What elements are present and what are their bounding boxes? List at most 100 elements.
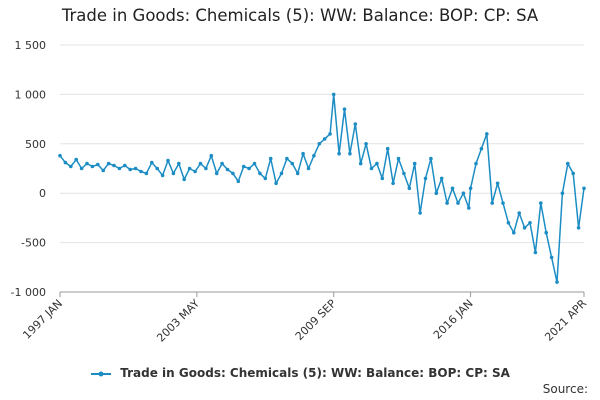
data-point[interactable]	[402, 171, 406, 176]
data-point[interactable]	[198, 161, 203, 166]
data-point[interactable]	[263, 176, 268, 181]
data-point[interactable]	[268, 156, 273, 161]
data-point[interactable]	[139, 169, 143, 174]
data-point[interactable]	[209, 153, 214, 158]
data-point[interactable]	[182, 177, 186, 182]
data-point[interactable]	[74, 157, 78, 162]
data-point[interactable]	[423, 176, 428, 181]
data-point[interactable]	[295, 171, 300, 176]
data-point[interactable]	[155, 166, 159, 171]
data-point[interactable]	[193, 169, 197, 174]
data-point[interactable]	[133, 166, 138, 171]
data-point[interactable]	[566, 161, 570, 166]
data-point[interactable]	[328, 132, 332, 136]
data-point[interactable]	[439, 176, 444, 181]
data-point[interactable]	[501, 201, 505, 205]
data-point[interactable]	[312, 153, 316, 158]
data-point[interactable]	[285, 156, 289, 161]
data-point[interactable]	[495, 181, 500, 186]
data-point[interactable]	[582, 186, 586, 191]
data-point[interactable]	[429, 156, 433, 161]
data-point[interactable]	[317, 142, 322, 146]
data-point[interactable]	[385, 146, 390, 151]
data-point[interactable]	[247, 166, 251, 171]
data-point[interactable]	[407, 186, 412, 191]
data-point[interactable]	[301, 151, 305, 156]
data-point[interactable]	[412, 161, 417, 166]
data-point[interactable]	[353, 122, 358, 126]
data-point[interactable]	[539, 201, 543, 205]
data-point[interactable]	[380, 176, 385, 181]
data-point[interactable]	[560, 191, 565, 195]
data-point[interactable]	[117, 166, 122, 171]
data-point[interactable]	[69, 164, 73, 169]
data-point[interactable]	[571, 171, 575, 176]
data-point[interactable]	[576, 226, 581, 230]
data-point[interactable]	[456, 201, 460, 205]
data-point[interactable]	[112, 163, 116, 168]
data-point[interactable]	[171, 171, 176, 176]
data-point[interactable]	[358, 161, 363, 166]
data-point[interactable]	[331, 92, 336, 97]
data-point[interactable]	[391, 181, 395, 186]
data-point[interactable]	[434, 191, 439, 195]
data-point[interactable]	[348, 151, 352, 156]
data-point[interactable]	[468, 186, 473, 191]
data-point[interactable]	[479, 146, 484, 151]
data-point[interactable]	[258, 171, 262, 176]
data-point[interactable]	[364, 142, 368, 146]
data-point[interactable]	[128, 167, 132, 172]
data-point[interactable]	[375, 161, 379, 166]
data-point[interactable]	[123, 163, 127, 168]
data-point[interactable]	[306, 166, 311, 171]
data-point[interactable]	[490, 201, 495, 205]
data-point[interactable]	[101, 168, 105, 173]
data-point[interactable]	[144, 171, 149, 176]
data-point[interactable]	[461, 191, 466, 195]
data-point[interactable]	[522, 226, 527, 230]
data-point[interactable]	[512, 230, 516, 235]
data-point[interactable]	[231, 171, 235, 176]
data-point[interactable]	[58, 153, 62, 158]
data-point[interactable]	[445, 201, 449, 205]
data-point[interactable]	[369, 166, 374, 171]
data-point[interactable]	[160, 173, 165, 178]
data-point[interactable]	[474, 161, 478, 166]
data-point[interactable]	[274, 181, 278, 186]
data-point[interactable]	[96, 162, 100, 167]
data-point[interactable]	[204, 166, 208, 171]
data-point[interactable]	[220, 161, 224, 166]
data-point[interactable]	[467, 206, 471, 210]
data-point[interactable]	[517, 211, 521, 215]
data-point[interactable]	[279, 171, 284, 176]
data-point[interactable]	[533, 250, 538, 255]
data-point[interactable]	[90, 164, 95, 169]
data-point[interactable]	[79, 166, 84, 171]
data-point[interactable]	[236, 179, 241, 184]
data-point[interactable]	[396, 156, 401, 161]
data-point[interactable]	[241, 164, 246, 169]
data-point[interactable]	[485, 132, 489, 136]
data-point[interactable]	[322, 137, 327, 141]
data-point[interactable]	[187, 166, 192, 171]
data-point[interactable]	[63, 160, 68, 165]
data-point[interactable]	[528, 221, 532, 225]
data-point[interactable]	[252, 161, 257, 166]
data-point[interactable]	[85, 161, 89, 166]
data-point[interactable]	[337, 151, 341, 156]
data-point[interactable]	[549, 255, 554, 260]
data-point[interactable]	[150, 160, 154, 165]
data-point[interactable]	[166, 158, 170, 163]
data-point[interactable]	[214, 171, 219, 176]
data-point[interactable]	[106, 161, 111, 166]
data-point[interactable]	[555, 280, 559, 284]
data-point[interactable]	[506, 221, 511, 225]
data-point[interactable]	[342, 107, 347, 111]
data-point[interactable]	[418, 211, 422, 215]
legend[interactable]: Trade in Goods: Chemicals (5): WW: Balan…	[0, 366, 600, 380]
data-point[interactable]	[177, 161, 181, 166]
data-point[interactable]	[225, 167, 230, 172]
data-point[interactable]	[450, 186, 455, 191]
data-point[interactable]	[544, 230, 548, 235]
data-point[interactable]	[290, 161, 295, 166]
